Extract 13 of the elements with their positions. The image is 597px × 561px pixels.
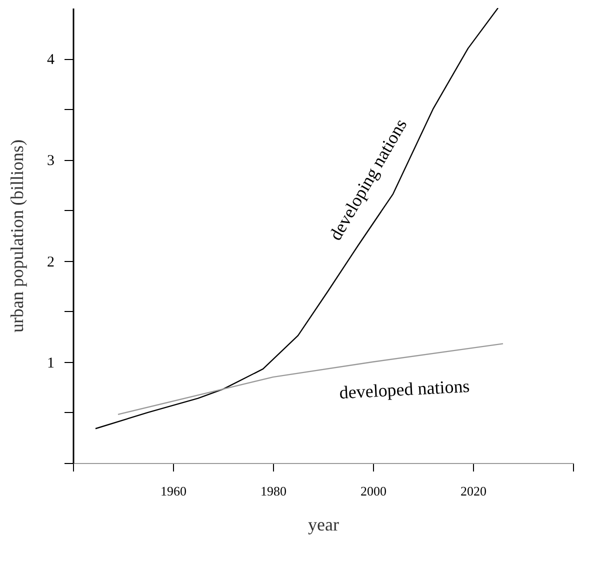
line-series — [117, 343, 504, 416]
line-series — [94, 8, 499, 430]
y-tick-label: 3 — [47, 153, 54, 170]
x-axis-title: year — [308, 514, 339, 534]
y-axis-title: urban population (billions) — [7, 140, 27, 332]
x-tick-label: 1980 — [260, 484, 286, 498]
y-tick-label: 4 — [47, 52, 55, 68]
x-tick-label: 2000 — [360, 484, 386, 498]
y-tick-label: 1 — [47, 355, 54, 372]
x-tick-label: 1960 — [160, 484, 186, 498]
y-tick-label: 2 — [47, 254, 54, 270]
series-label: developed nations — [338, 376, 470, 403]
x-tick-label: 2020 — [460, 484, 486, 498]
